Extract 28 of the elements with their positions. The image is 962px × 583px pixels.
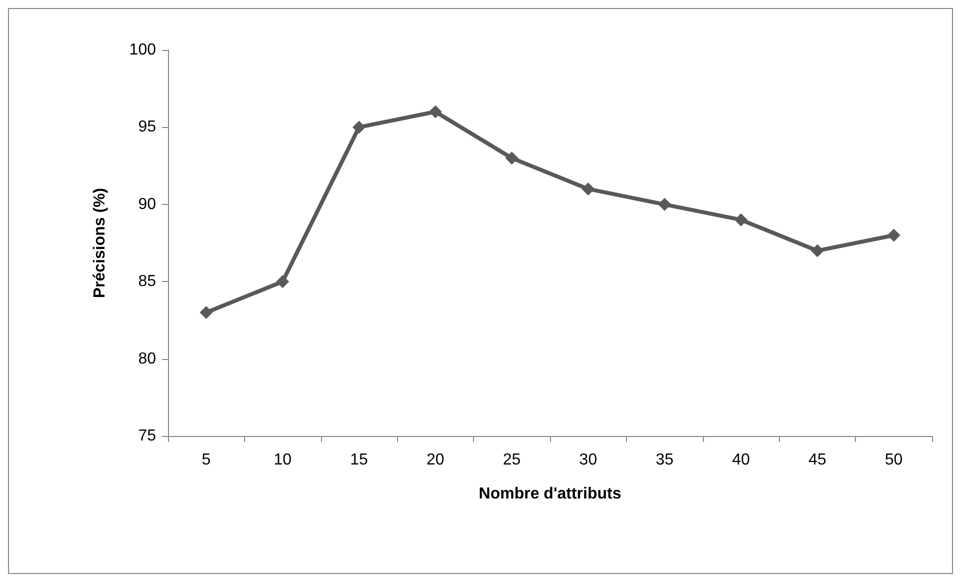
x-tick-label: 25 xyxy=(502,452,521,468)
point xyxy=(276,275,290,288)
x-tick-label: 15 xyxy=(350,452,368,468)
point xyxy=(200,306,213,319)
x-tick-label: 45 xyxy=(808,452,826,468)
y-axis-title: Précisions (%) xyxy=(92,188,108,298)
point xyxy=(352,120,366,134)
x-tick-label: 30 xyxy=(579,452,598,468)
y-tick-label: 75 xyxy=(138,428,156,444)
point xyxy=(887,228,900,242)
point xyxy=(658,198,672,211)
y-tick-label: 85 xyxy=(138,273,156,290)
x-tick-label: 40 xyxy=(732,452,750,468)
x-tick-label: 50 xyxy=(884,452,903,468)
x-tick-label: 20 xyxy=(426,452,444,468)
point xyxy=(582,182,595,196)
x-tick-label: 10 xyxy=(274,452,292,468)
point xyxy=(734,213,748,226)
x-tick-label: 35 xyxy=(656,452,674,468)
point xyxy=(428,105,442,118)
x-tick-label: 5 xyxy=(202,452,211,468)
y-tick-label: 95 xyxy=(138,118,156,136)
y-tick-label: 100 xyxy=(129,42,156,58)
point xyxy=(810,244,824,258)
x-axis-title: Nombre d'attributs xyxy=(478,486,622,502)
point xyxy=(505,152,518,165)
y-tick-label: 90 xyxy=(138,196,156,213)
y-tick-label: 80 xyxy=(138,350,156,368)
